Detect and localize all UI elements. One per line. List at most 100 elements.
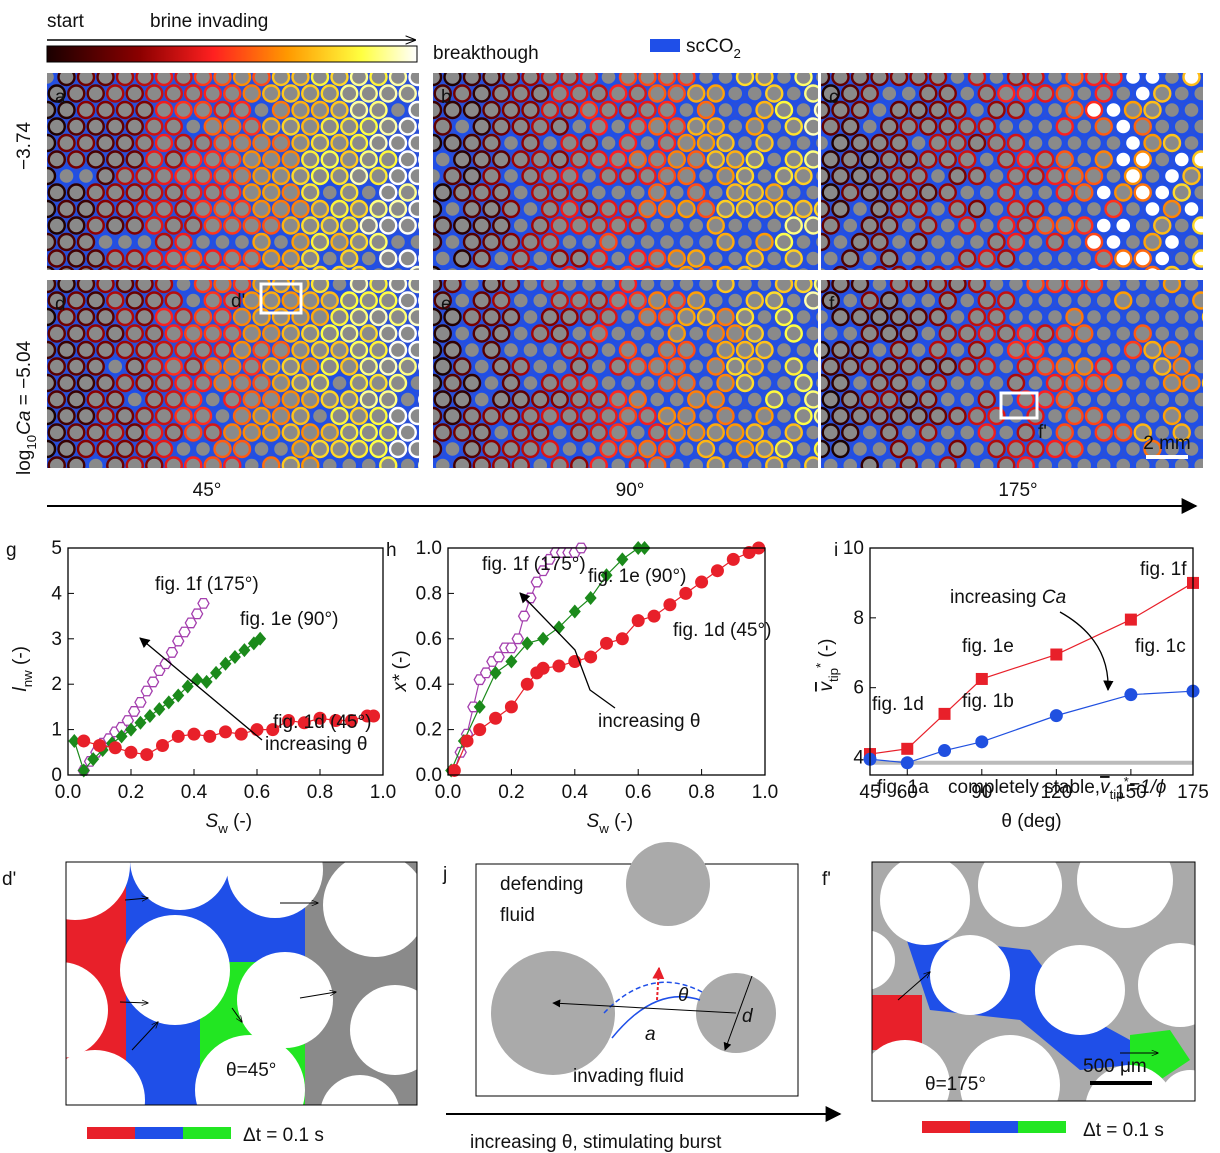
pore — [361, 359, 377, 375]
pore — [940, 152, 956, 168]
pore — [881, 359, 897, 375]
pore — [805, 119, 821, 135]
pore — [351, 342, 367, 358]
pore — [341, 218, 357, 234]
pore — [1076, 86, 1092, 102]
pore — [254, 201, 270, 217]
pore — [273, 408, 289, 424]
pore — [1125, 168, 1141, 184]
pore — [88, 185, 104, 201]
pore — [59, 375, 75, 391]
pore — [852, 201, 868, 217]
pore — [571, 293, 587, 309]
pore — [833, 234, 849, 250]
pore — [185, 293, 201, 309]
pore — [901, 86, 917, 102]
pore — [881, 458, 897, 474]
marker — [185, 618, 196, 628]
pore — [776, 375, 792, 391]
pore — [1135, 119, 1151, 135]
pore — [842, 425, 858, 441]
pore — [312, 408, 328, 424]
pore — [435, 392, 451, 408]
pore — [322, 119, 338, 135]
pore — [542, 342, 558, 358]
reference-label-part: =1/ϕ — [1129, 777, 1167, 798]
pore — [1213, 119, 1220, 135]
pore — [410, 168, 426, 184]
pore — [263, 425, 279, 441]
pore — [542, 135, 558, 151]
pore — [562, 474, 578, 490]
pore — [484, 276, 500, 292]
pore — [542, 309, 558, 325]
marker — [537, 632, 549, 646]
pore — [351, 441, 367, 457]
marker — [1125, 614, 1137, 626]
pore — [1008, 234, 1024, 250]
pore — [998, 86, 1014, 102]
pore — [815, 474, 831, 490]
pore — [1018, 326, 1034, 342]
pore — [727, 152, 743, 168]
pore — [215, 342, 231, 358]
pore — [532, 152, 548, 168]
pore — [234, 408, 250, 424]
pore — [1213, 218, 1220, 234]
pore — [484, 408, 500, 424]
pore — [435, 458, 451, 474]
pore — [454, 86, 470, 102]
pore — [523, 69, 539, 85]
zoom-panel — [835, 832, 1220, 1153]
pore — [852, 408, 868, 424]
pore — [283, 392, 299, 408]
pore — [166, 185, 182, 201]
pore — [872, 276, 888, 292]
pore — [98, 69, 114, 85]
pore — [273, 342, 289, 358]
pore — [435, 326, 451, 342]
pore — [610, 218, 626, 234]
marker — [537, 662, 550, 675]
pore — [341, 326, 357, 342]
pore — [1135, 251, 1151, 267]
pore — [224, 251, 240, 267]
y-axis-label-part: x* — [390, 674, 411, 693]
pore — [862, 425, 878, 441]
pore — [698, 474, 714, 490]
pore — [400, 425, 416, 441]
pore — [669, 86, 685, 102]
pore — [1057, 251, 1073, 267]
pore — [1028, 342, 1044, 358]
pore — [718, 441, 734, 457]
pore — [1057, 293, 1073, 309]
pore — [718, 408, 734, 424]
marker — [125, 746, 138, 759]
pore — [1096, 293, 1112, 309]
pore — [747, 185, 763, 201]
pore — [1047, 69, 1063, 85]
pore — [786, 293, 802, 309]
pore — [156, 441, 172, 457]
pore — [88, 326, 104, 342]
pore — [390, 441, 406, 457]
pore — [601, 474, 617, 490]
micromodel-panel — [425, 69, 841, 283]
pore — [1028, 309, 1044, 325]
plot-frame — [870, 548, 1193, 775]
pore — [930, 102, 946, 118]
pore — [959, 458, 975, 474]
pore — [293, 408, 309, 424]
pore — [68, 458, 84, 474]
pore — [195, 201, 211, 217]
pore — [410, 276, 426, 292]
pore — [786, 392, 802, 408]
pore — [205, 119, 221, 135]
pore — [1096, 152, 1112, 168]
x-tick-label: 0.8 — [688, 782, 714, 803]
marker — [531, 577, 542, 587]
grain — [227, 822, 323, 918]
pore — [542, 234, 558, 250]
pore — [185, 86, 201, 102]
pore — [591, 359, 607, 375]
